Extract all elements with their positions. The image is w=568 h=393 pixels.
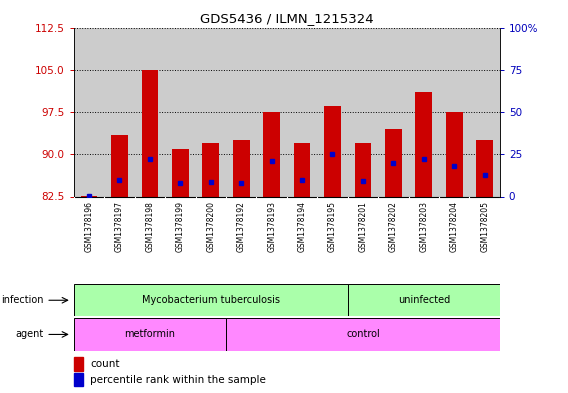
Text: GSM1378193: GSM1378193 [267,200,276,252]
Bar [415,92,432,196]
Text: GSM1378200: GSM1378200 [206,200,215,252]
Bar [233,140,249,196]
Bar [74,318,226,351]
Text: GSM1378204: GSM1378204 [450,200,459,252]
Bar [294,143,311,196]
Bar [446,112,462,196]
Bar [226,318,500,351]
Bar [263,112,280,196]
Text: GSM1378198: GSM1378198 [145,200,154,252]
Bar [324,107,341,196]
Bar [111,134,128,196]
Text: GSM1378203: GSM1378203 [419,200,428,252]
Bar [202,143,219,196]
Text: GSM1378201: GSM1378201 [358,200,367,252]
Text: count: count [90,358,119,369]
Bar [348,284,500,316]
Text: metformin: metformin [124,329,176,340]
Text: percentile rank within the sample: percentile rank within the sample [90,375,266,384]
Bar [476,140,493,196]
Bar [74,284,348,316]
Text: GSM1378205: GSM1378205 [480,200,489,252]
Text: GSM1378196: GSM1378196 [85,200,94,252]
Text: GSM1378199: GSM1378199 [176,200,185,252]
Bar [74,357,83,371]
Text: Mycobacterium tuberculosis: Mycobacterium tuberculosis [142,295,280,305]
Text: agent: agent [16,329,44,340]
Text: control: control [346,329,380,340]
Bar [172,149,189,196]
Text: GSM1378194: GSM1378194 [298,200,307,252]
Bar [141,70,158,196]
Bar [385,129,402,196]
Text: GSM1378195: GSM1378195 [328,200,337,252]
Bar [74,373,83,386]
Text: GSM1378202: GSM1378202 [389,200,398,252]
Bar [354,143,371,196]
Title: GDS5436 / ILMN_1215324: GDS5436 / ILMN_1215324 [200,12,374,25]
Text: uninfected: uninfected [398,295,450,305]
Text: infection: infection [2,295,44,305]
Text: GSM1378197: GSM1378197 [115,200,124,252]
Text: GSM1378192: GSM1378192 [237,200,246,252]
